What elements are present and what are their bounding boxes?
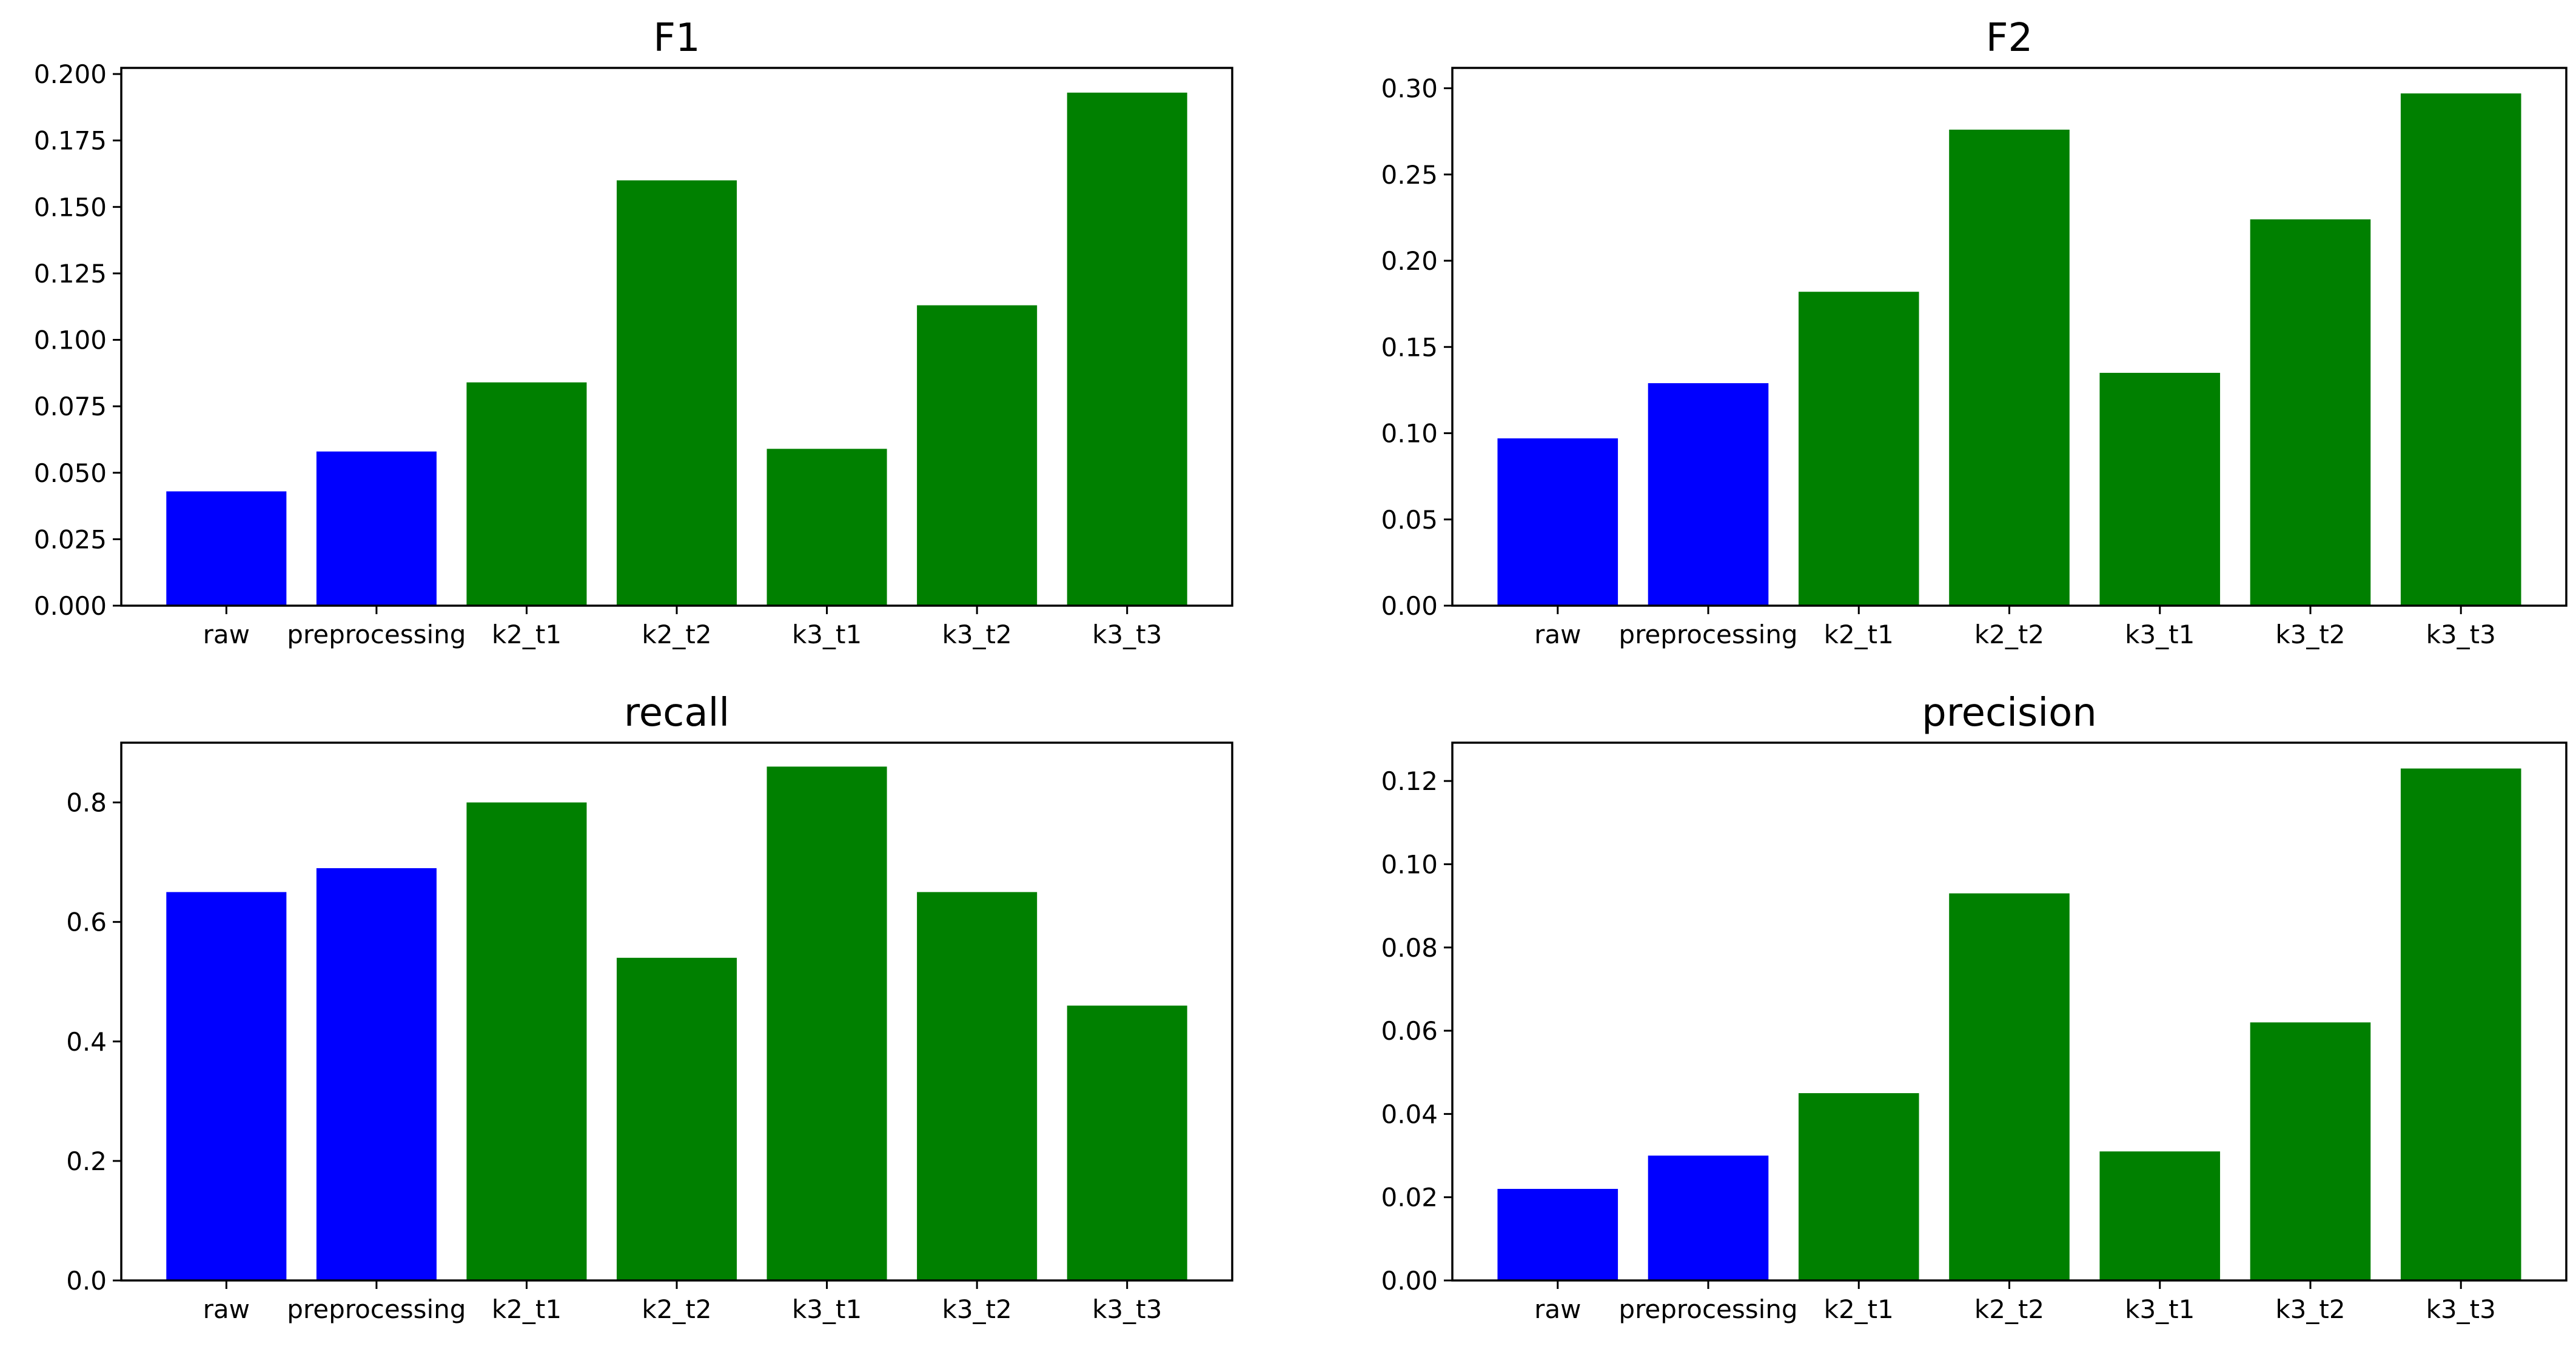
subplot-recall: 0.0 0.2 0.4 0.6 0.8 raw preprocessing k2_t1 k2_t…	[66, 691, 1233, 1324]
x-tick-label: k2_t2	[642, 1294, 711, 1324]
subplot-f1: 0.000 0.025 0.050 0.075 0.100 0.125 0.150 0.175…	[34, 16, 1233, 649]
y-tick-label: 0.175	[34, 126, 107, 156]
x-tick-label: raw	[203, 1294, 250, 1324]
bar-raw	[166, 491, 287, 606]
y-tick-label: 0.08	[1381, 933, 1438, 963]
x-tick-label: k3_t1	[792, 1294, 862, 1324]
x-tick-label: k3_t1	[2125, 1294, 2195, 1324]
x-tick-label: k2_t1	[1824, 620, 1894, 649]
bar-k2_t1	[466, 802, 587, 1280]
x-tick-label: k2_t1	[492, 1294, 562, 1324]
bar-k2_t2	[616, 957, 737, 1280]
y-tick-label: 0.150	[34, 192, 107, 222]
bar-preprocessing	[316, 868, 437, 1280]
x-tick-label: k3_t3	[1092, 620, 1162, 649]
x-tick-label: k3_t2	[942, 620, 1012, 649]
x-tick-label: k3_t2	[2275, 1294, 2345, 1324]
x-tick-label: k3_t1	[792, 620, 862, 649]
y-tick-label: 0.025	[34, 524, 107, 554]
x-tick-label: k2_t2	[1974, 620, 2044, 649]
x-tick-label: k3_t3	[2426, 620, 2496, 649]
bar-k3_t1	[2099, 1151, 2221, 1280]
bar-k2_t2	[616, 180, 737, 606]
y-tick-label: 0.02	[1381, 1183, 1438, 1213]
x-tick-label: preprocessing	[287, 1294, 466, 1324]
y-tick-label: 0.05	[1381, 505, 1438, 535]
y-tick-label: 0.200	[34, 59, 107, 89]
y-tick-label: 0.125	[34, 259, 107, 289]
x-tick-label: raw	[1534, 1294, 1581, 1324]
y-tick-label: 0.00	[1381, 591, 1438, 621]
bar-raw	[1497, 1188, 1618, 1280]
y-tick-label: 0.30	[1381, 74, 1438, 104]
x-tick-label: k3_t3	[1092, 1294, 1162, 1324]
y-tick-label: 0.8	[66, 788, 107, 818]
bar-preprocessing	[1648, 1156, 1769, 1280]
y-tick-label: 0.075	[34, 392, 107, 421]
x-tick-label: k2_t2	[1974, 1294, 2044, 1324]
bar-k3_t1	[2099, 372, 2221, 606]
x-tick-label: preprocessing	[1618, 620, 1797, 649]
y-tick-label: 0.00	[1381, 1266, 1438, 1296]
x-tick-label: k3_t2	[942, 1294, 1012, 1324]
y-tick-label: 0.25	[1381, 160, 1438, 190]
bar-k2_t2	[1949, 893, 2070, 1280]
y-tick-label: 0.100	[34, 326, 107, 355]
x-tick-label: k3_t2	[2275, 620, 2345, 649]
bar-preprocessing	[316, 451, 437, 606]
y-tick-label: 0.10	[1381, 849, 1438, 879]
y-tick-label: 0.06	[1381, 1016, 1438, 1046]
chart-title: F2	[1986, 16, 2033, 61]
bar-k3_t3	[2400, 93, 2521, 606]
chart-title: precision	[1922, 691, 2097, 735]
bar-k2_t1	[1798, 292, 1919, 606]
bar-k3_t2	[2250, 219, 2371, 606]
y-tick-label: 0.2	[66, 1146, 107, 1176]
x-tick-label: k2_t1	[492, 620, 562, 649]
bar-raw	[1497, 438, 1618, 606]
y-tick-label: 0.10	[1381, 419, 1438, 449]
x-tick-label: raw	[203, 620, 250, 649]
x-tick-label: k3_t1	[2125, 620, 2195, 649]
x-tick-label: k2_t1	[1824, 1294, 1894, 1324]
bar-k3_t1	[766, 766, 887, 1280]
x-tick-label: k2_t2	[642, 620, 711, 649]
x-tick-label: k3_t3	[2426, 1294, 2496, 1324]
x-tick-label: preprocessing	[1618, 1294, 1797, 1324]
bar-k3_t1	[766, 449, 887, 606]
bar-k3_t2	[917, 892, 1038, 1280]
bar-k2_t2	[1949, 129, 2070, 606]
bar-k2_t1	[466, 382, 587, 606]
bar-k3_t2	[917, 305, 1038, 606]
y-tick-label: 0.000	[34, 591, 107, 621]
y-tick-label: 0.15	[1381, 332, 1438, 362]
y-tick-label: 0.0	[66, 1266, 107, 1296]
bar-k2_t1	[1798, 1093, 1919, 1280]
subplot-f2: 0.00 0.05 0.10 0.15 0.20 0.25 0.30 raw preproces…	[1381, 16, 2568, 649]
bar-k3_t3	[1067, 1005, 1187, 1280]
chart-title: recall	[624, 691, 730, 735]
x-tick-label: preprocessing	[287, 620, 466, 649]
bar-k3_t2	[2250, 1022, 2371, 1280]
bar-preprocessing	[1648, 383, 1769, 606]
y-tick-label: 0.050	[34, 458, 107, 488]
y-tick-label: 0.12	[1381, 766, 1438, 796]
y-tick-label: 0.04	[1381, 1099, 1438, 1129]
y-tick-label: 0.20	[1381, 246, 1438, 276]
subplot-precision: 0.00 0.02 0.04 0.06 0.08 0.10 0.12 raw preproces…	[1381, 691, 2568, 1324]
bar-raw	[166, 892, 287, 1280]
y-tick-label: 0.6	[66, 908, 107, 937]
bar-k3_t3	[2400, 768, 2521, 1280]
x-tick-label: raw	[1534, 620, 1581, 649]
y-tick-label: 0.4	[66, 1027, 107, 1057]
bar-k3_t3	[1067, 92, 1187, 606]
chart-title: F1	[653, 16, 700, 61]
